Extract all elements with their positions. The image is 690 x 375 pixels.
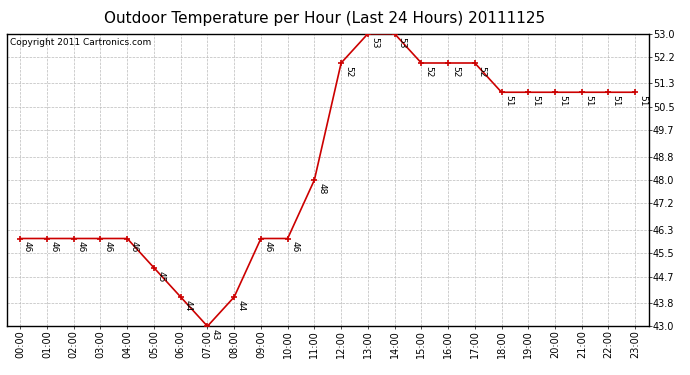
Text: 46: 46 (50, 241, 59, 253)
Text: 45: 45 (157, 270, 166, 282)
Text: 52: 52 (451, 66, 460, 77)
Text: 46: 46 (290, 241, 299, 253)
Text: 44: 44 (184, 300, 193, 311)
Text: 52: 52 (424, 66, 433, 77)
Text: 52: 52 (477, 66, 486, 77)
Text: 51: 51 (558, 95, 566, 106)
Text: Copyright 2011 Cartronics.com: Copyright 2011 Cartronics.com (10, 38, 151, 47)
Text: 46: 46 (77, 241, 86, 253)
Text: 51: 51 (584, 95, 593, 106)
Text: 46: 46 (264, 241, 273, 253)
Text: 46: 46 (23, 241, 32, 253)
Text: 46: 46 (104, 241, 112, 253)
Text: 53: 53 (371, 36, 380, 48)
Text: 51: 51 (638, 95, 647, 106)
Text: 51: 51 (504, 95, 513, 106)
Text: 48: 48 (317, 183, 326, 194)
Text: 44: 44 (237, 300, 246, 311)
Text: 51: 51 (531, 95, 540, 106)
Text: 52: 52 (344, 66, 353, 77)
Text: 43: 43 (210, 329, 219, 340)
Text: Outdoor Temperature per Hour (Last 24 Hours) 20111125: Outdoor Temperature per Hour (Last 24 Ho… (104, 11, 545, 26)
Text: 46: 46 (130, 241, 139, 253)
Text: 51: 51 (611, 95, 620, 106)
Text: 53: 53 (397, 36, 406, 48)
